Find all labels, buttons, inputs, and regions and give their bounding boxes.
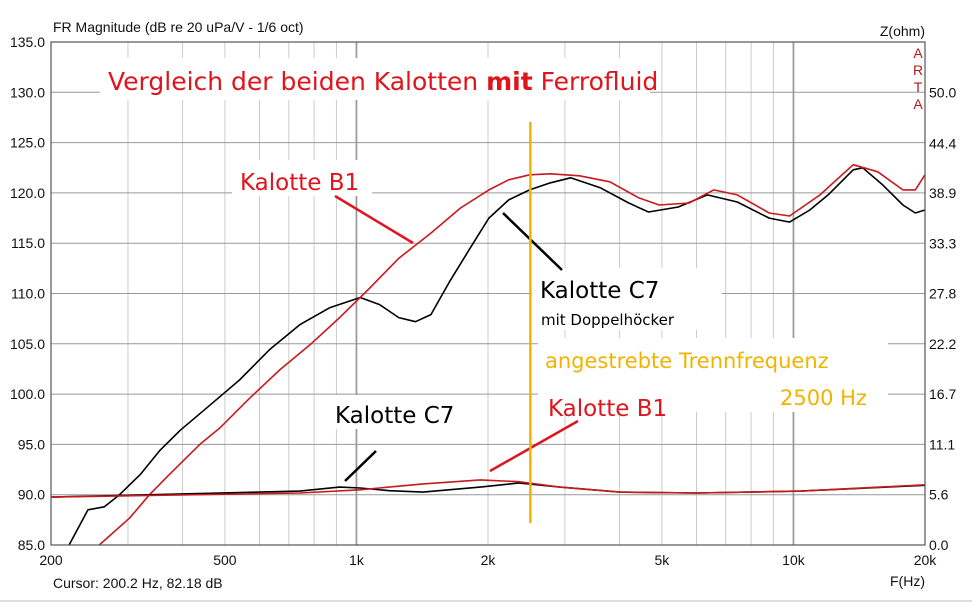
x-tick-label: 500: [213, 552, 237, 568]
pointer-b1-spl: [334, 194, 414, 245]
impedance-curve-red: [50, 479, 926, 498]
label-crossover: angestrebte Trennfrequenz: [545, 349, 829, 373]
grid: [51, 42, 925, 545]
y-right-tick-label: 16.7: [929, 386, 956, 402]
svg-text:R: R: [913, 62, 923, 78]
right-axis-label: Z(ohm): [880, 23, 925, 39]
y-right-tick-label: 38.9: [929, 185, 956, 201]
y-tick-label: 125.0: [10, 135, 45, 151]
label-c7-spl: Kalotte C7: [540, 278, 659, 304]
x-tick-label: 2k: [481, 552, 497, 568]
y-tick-label: 120.0: [10, 185, 45, 201]
chart-title: FR Magnitude (dB re 20 uPa/V - 1/6 oct): [53, 19, 304, 35]
y-right-tick-label: 33.3: [929, 236, 956, 252]
y-right-tick-label: 22.2: [929, 336, 956, 352]
y-tick-label: 130.0: [10, 84, 45, 100]
pointer-c7-z: [344, 450, 377, 482]
plot-frame: [50, 41, 926, 546]
x-tick-label: 200: [39, 552, 63, 568]
label-b1-z: Kalotte B1: [548, 396, 667, 422]
svg-text:A: A: [913, 45, 923, 61]
tick-labels: 85.0 90.0 95.0 100.0 105.0 110.0 115.0 120.0 125…: [10, 34, 957, 568]
y-right-tick-label: 44.4: [929, 135, 956, 151]
y-tick-label: 100.0: [10, 386, 45, 402]
spl-curve-black: [68, 167, 926, 546]
y-right-tick-label: 11.1: [929, 437, 955, 453]
y-tick-label: 135.0: [10, 34, 45, 50]
x-tick-label: 20k: [914, 552, 938, 568]
y-right-tick-label: 5.6: [929, 486, 949, 502]
y-tick-label: 110.0: [11, 286, 45, 302]
y-right-tick-label: 0.0: [929, 537, 949, 553]
headline: Vergleich der beiden Kalotten mit Ferrof…: [108, 67, 658, 96]
x-axis-label: F(Hz): [890, 573, 925, 589]
pointer-c7-spl: [502, 212, 563, 271]
y-tick-label: 95.0: [18, 436, 45, 452]
cursor-readout: Cursor: 200.2 Hz, 82.18 dB: [53, 575, 223, 591]
y-right-tick-label: 50.0: [929, 85, 956, 101]
x-tick-label: 1k: [349, 552, 365, 568]
x-tick-label: 5k: [655, 552, 671, 568]
pointer-b1-z: [489, 419, 579, 473]
label-c7-sub: mit Doppelhöcker: [541, 311, 675, 329]
label-c7-z: Kalotte C7: [335, 403, 454, 429]
svg-text:T: T: [914, 79, 923, 95]
svg-text:A: A: [913, 96, 923, 112]
x-tick-label: 10k: [782, 552, 806, 568]
label-crossover-value: 2500 Hz: [780, 386, 867, 410]
y-tick-label: 85.0: [18, 537, 45, 553]
annotations: Vergleich der beiden Kalotten mit Ferrof…: [100, 58, 888, 482]
label-b1-spl: Kalotte B1: [240, 170, 359, 196]
y-right-tick-label: 27.8: [929, 286, 956, 302]
y-tick-label: 105.0: [10, 336, 45, 352]
y-tick-label: 115.0: [11, 235, 45, 251]
y-tick-label: 90.0: [18, 487, 45, 503]
